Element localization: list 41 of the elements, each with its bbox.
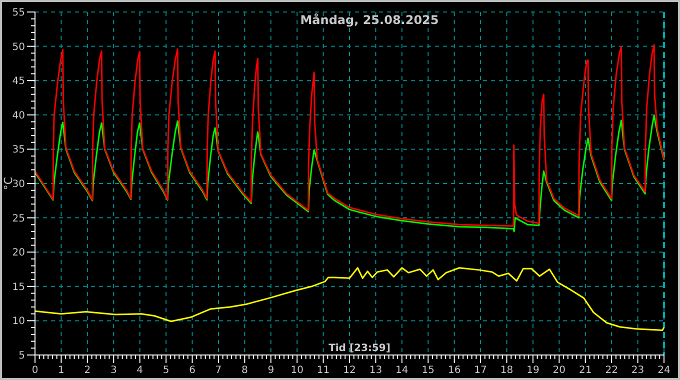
x-tick-label: 4 (136, 365, 144, 376)
y-tick-label: 30 (12, 179, 25, 190)
x-tick-label: 19 (526, 365, 540, 376)
x-tick-label: 7 (215, 365, 222, 376)
y-tick-label: 15 (12, 282, 25, 293)
x-tick-label: 10 (290, 365, 304, 376)
x-tick-label: 2 (84, 365, 91, 376)
line-series (34, 267, 665, 332)
x-tick-label: 17 (474, 365, 487, 376)
x-tick-label: 20 (552, 365, 566, 376)
y-tick-label: 45 (12, 76, 25, 88)
x-tick-label: 1 (58, 365, 64, 376)
x-tick-label: 9 (268, 365, 274, 376)
x-tick-label: 23 (631, 365, 644, 376)
x-tick-label: 6 (189, 365, 196, 376)
y-tick-label: 50 (12, 42, 25, 53)
line-series (34, 44, 665, 227)
x-tick-label: 15 (422, 365, 434, 376)
x-axis-title: Tid [23:59] (328, 343, 390, 354)
y-tick-label: 10 (12, 316, 25, 328)
y-tick-label: 40 (12, 110, 25, 122)
line-series (34, 114, 665, 232)
x-tick-label: 16 (448, 365, 461, 376)
x-tick-label: 22 (605, 365, 618, 376)
y-tick-label: 20 (12, 248, 25, 259)
x-tick-label: 11 (316, 365, 330, 376)
x-tick-label: 18 (500, 365, 514, 376)
x-tick-label: 14 (396, 365, 408, 376)
x-tick-label: 0 (32, 365, 38, 376)
x-tick-label: 5 (162, 365, 170, 376)
x-tick-label: 12 (343, 365, 356, 376)
x-tick-label: 24 (658, 365, 670, 376)
x-tick-label: 3 (110, 365, 117, 376)
y-tick-label: 55 (12, 8, 25, 18)
y-tick-label: 5 (18, 350, 25, 362)
y-tick-label: 35 (12, 144, 25, 156)
y-tick-label: 25 (12, 213, 25, 224)
x-tick-label: 21 (579, 365, 592, 376)
chart-title: Måndag, 25.08.2025 (300, 13, 439, 27)
x-tick-label: 8 (241, 365, 248, 376)
x-tick-label: 13 (369, 365, 382, 376)
